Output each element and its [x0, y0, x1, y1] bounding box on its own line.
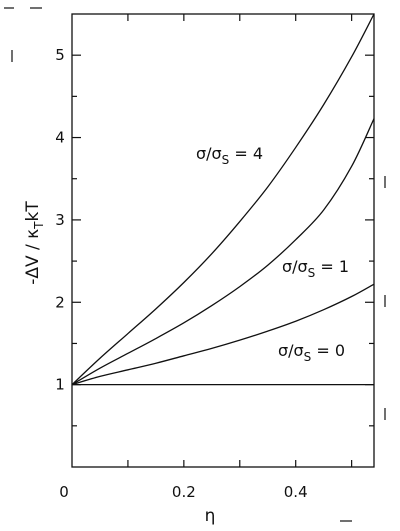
x-tick-label-2: 0.2: [172, 483, 196, 501]
y-tick-label-4: 5: [55, 46, 65, 64]
series-line-1: [71, 118, 375, 386]
plot-frame: [71, 13, 375, 468]
scan-marks: [4, 7, 386, 522]
curves: [71, 13, 375, 386]
y-axis-label-main: -ΔV / κ: [23, 229, 43, 285]
curve-label-sigma-0-sub: S: [304, 350, 312, 364]
x-axis-label: η: [205, 506, 216, 526]
curve-label-sigma-1-main: σ/σ: [282, 257, 308, 276]
y-tick-label-3: 4: [55, 129, 65, 147]
x-tick-label-0: 0: [59, 483, 69, 501]
curve-label-sigma-0: σ/σS = 0: [278, 341, 345, 364]
series-line-0: [71, 283, 375, 386]
curve-label-sigma-0-tail: = 0: [311, 341, 345, 360]
curve-label-sigma-4: σ/σS = 4: [196, 144, 263, 167]
y-axis-label-sub: T: [32, 221, 46, 230]
y-tick-label-1: 2: [55, 293, 65, 311]
curve-label-sigma-0-main: σ/σ: [278, 341, 304, 360]
curve-label-sigma-1-tail: = 1: [315, 257, 349, 276]
axis-ticks: [72, 14, 374, 467]
curve-label-sigma-4-tail: = 4: [229, 144, 263, 163]
curve-label-sigma-4-sub: S: [222, 153, 230, 167]
curve-label-sigma-4-main: σ/σ: [196, 144, 222, 163]
y-axis-label: -ΔV / κTkT: [23, 201, 46, 285]
curve-label-sigma-1-sub: S: [308, 266, 316, 280]
x-tick-label-4: 0.4: [284, 483, 308, 501]
curve-label-sigma-1: σ/σS = 1: [282, 257, 349, 280]
y-tick-label-0: 1: [55, 376, 65, 394]
y-tick-label-2: 3: [55, 211, 65, 229]
series-line-2: [71, 13, 375, 386]
y-axis-label-tail: kT: [23, 201, 43, 222]
tick-labels: 0 0.2 0.4 1 2 3 4 5: [55, 46, 307, 501]
